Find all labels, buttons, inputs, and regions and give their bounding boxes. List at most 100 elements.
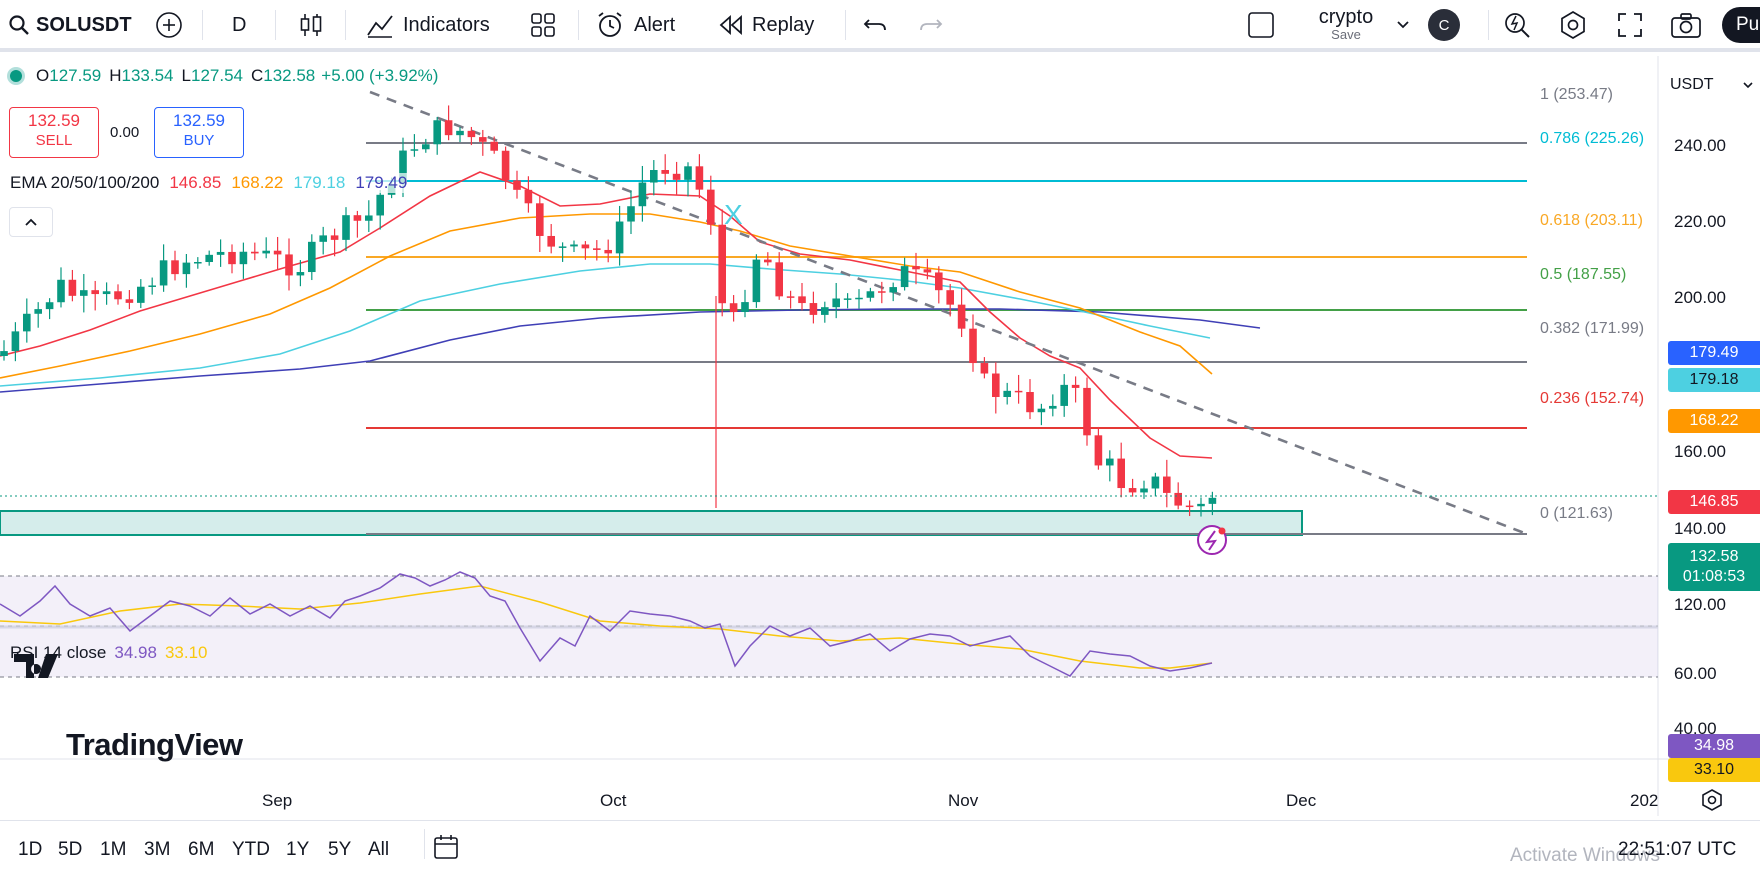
candle-body xyxy=(11,331,20,352)
chart-type-button[interactable] xyxy=(298,0,324,50)
rsi-band xyxy=(0,576,1658,677)
account-avatar[interactable]: C xyxy=(1428,0,1460,50)
ema100-price-tag: 179.18 xyxy=(1668,368,1760,392)
interval-label: D xyxy=(232,13,247,36)
range-button-6m[interactable]: 6M xyxy=(188,839,215,860)
toolbar-divider xyxy=(275,10,276,40)
candle-body xyxy=(159,260,168,286)
candle-body xyxy=(125,299,134,303)
rewind-icon xyxy=(719,14,742,36)
candle-body xyxy=(410,149,419,151)
publish-button[interactable]: Pu xyxy=(1722,0,1760,50)
chart-canvas[interactable]: X xyxy=(0,56,1760,816)
collapse-legend-button[interactable] xyxy=(9,207,53,237)
ema-legend[interactable]: EMA 20/50/100/200 146.85 168.22 179.18 1… xyxy=(10,173,408,193)
candle-body xyxy=(729,303,738,313)
gear-icon xyxy=(1561,11,1585,39)
alert-button[interactable]: Alert xyxy=(596,0,675,50)
candle-body xyxy=(1026,392,1034,413)
layout-select-checkbox[interactable] xyxy=(1247,0,1275,50)
candle-body xyxy=(501,150,510,181)
layout-name-button[interactable]: crypto Save xyxy=(1306,0,1386,50)
price-axis-label: 200.00 xyxy=(1674,288,1726,307)
candle-body xyxy=(444,120,453,136)
rsi-legend[interactable]: RSI 14 close 34.98 33.10 xyxy=(10,643,207,663)
indicators-icon xyxy=(367,15,393,38)
toolbar-divider xyxy=(424,829,425,859)
candle-body xyxy=(969,328,977,364)
fib-retracement[interactable] xyxy=(366,142,1527,535)
fib-label: 0.786 (225.26) xyxy=(1540,130,1645,147)
currency-select[interactable]: USDT xyxy=(1670,70,1754,100)
buy-button[interactable]: 132.59 BUY xyxy=(154,107,244,158)
candle-body xyxy=(422,144,430,150)
range-button-ytd[interactable]: YTD xyxy=(232,839,270,860)
candle-body xyxy=(1094,435,1103,466)
time-label-sep: Sep xyxy=(262,791,293,810)
rsi-value: 34.98 xyxy=(114,643,157,662)
candle-body xyxy=(1083,387,1091,436)
compare-button[interactable] xyxy=(155,0,183,50)
candle-body xyxy=(752,259,761,303)
fullscreen-icon xyxy=(1618,13,1642,37)
range-button-3m[interactable]: 3M xyxy=(144,839,171,860)
candle-body xyxy=(239,251,248,265)
fib-label: 1 (253.47) xyxy=(1540,86,1613,103)
templates-button[interactable] xyxy=(530,0,556,50)
range-button-1d[interactable]: 1D xyxy=(18,839,43,860)
square-icon xyxy=(1248,12,1274,38)
candle-body xyxy=(843,298,852,300)
candle-body xyxy=(558,246,567,248)
change-value: +5.00 (+3.92%) xyxy=(321,66,439,85)
candle-body xyxy=(570,244,578,247)
range-button-5y[interactable]: 5Y xyxy=(328,839,352,860)
candle-body xyxy=(878,291,886,293)
candle-body xyxy=(216,251,225,255)
trend-line[interactable] xyxy=(369,90,1528,536)
chart-settings-button[interactable] xyxy=(1700,788,1724,817)
price-axis-label: 220.00 xyxy=(1674,212,1726,231)
range-button-5d[interactable]: 5D xyxy=(58,839,83,860)
support-zone-rectangle[interactable] xyxy=(0,510,1303,536)
candle-body xyxy=(330,235,339,240)
time-label-oct: Oct xyxy=(600,791,627,810)
candle-body xyxy=(45,302,54,310)
candle-body xyxy=(707,189,715,225)
currency-label: USDT xyxy=(1670,76,1714,93)
clock-utc[interactable]: 22:51:07 UTC xyxy=(1618,839,1737,860)
candle-body xyxy=(638,182,647,207)
event-flash-icon[interactable] xyxy=(1197,525,1227,555)
redo-button[interactable] xyxy=(918,0,944,50)
candle-body xyxy=(1037,408,1046,413)
candle-body xyxy=(604,249,612,254)
range-button-all[interactable]: All xyxy=(368,839,390,860)
candle-body xyxy=(467,130,476,138)
snapshot-button[interactable] xyxy=(1670,0,1702,50)
layout-menu-button[interactable] xyxy=(1395,0,1411,50)
candle-body xyxy=(672,173,681,180)
replay-button[interactable]: Replay xyxy=(718,0,814,50)
symbol-search[interactable]: SOLUSDT xyxy=(8,0,132,50)
candle-body xyxy=(194,262,202,264)
market-status-dot xyxy=(10,70,22,82)
candle-body xyxy=(102,291,111,295)
undo-button[interactable] xyxy=(862,0,888,50)
range-button-1y[interactable]: 1Y xyxy=(286,839,310,860)
indicators-button[interactable]: Indicators xyxy=(365,0,490,50)
layout-name: crypto xyxy=(1318,6,1374,28)
candles-icon xyxy=(300,14,322,36)
range-button-1m[interactable]: 1M xyxy=(100,839,127,860)
interval-button[interactable]: D xyxy=(232,0,246,50)
candle-body xyxy=(946,290,954,305)
candle-body xyxy=(1140,488,1148,493)
layout-save-label: Save xyxy=(1331,27,1361,42)
candle-body xyxy=(1151,476,1160,489)
sell-button[interactable]: 132.59 SELL xyxy=(9,107,99,158)
publish-label: Pu xyxy=(1722,7,1760,43)
fullscreen-button[interactable] xyxy=(1616,0,1644,50)
settings-button[interactable] xyxy=(1558,0,1588,50)
quick-search-button[interactable] xyxy=(1502,0,1532,50)
tradingview-logo[interactable] xyxy=(14,654,58,678)
goto-date-button[interactable] xyxy=(432,833,460,866)
candle-body xyxy=(900,266,909,288)
